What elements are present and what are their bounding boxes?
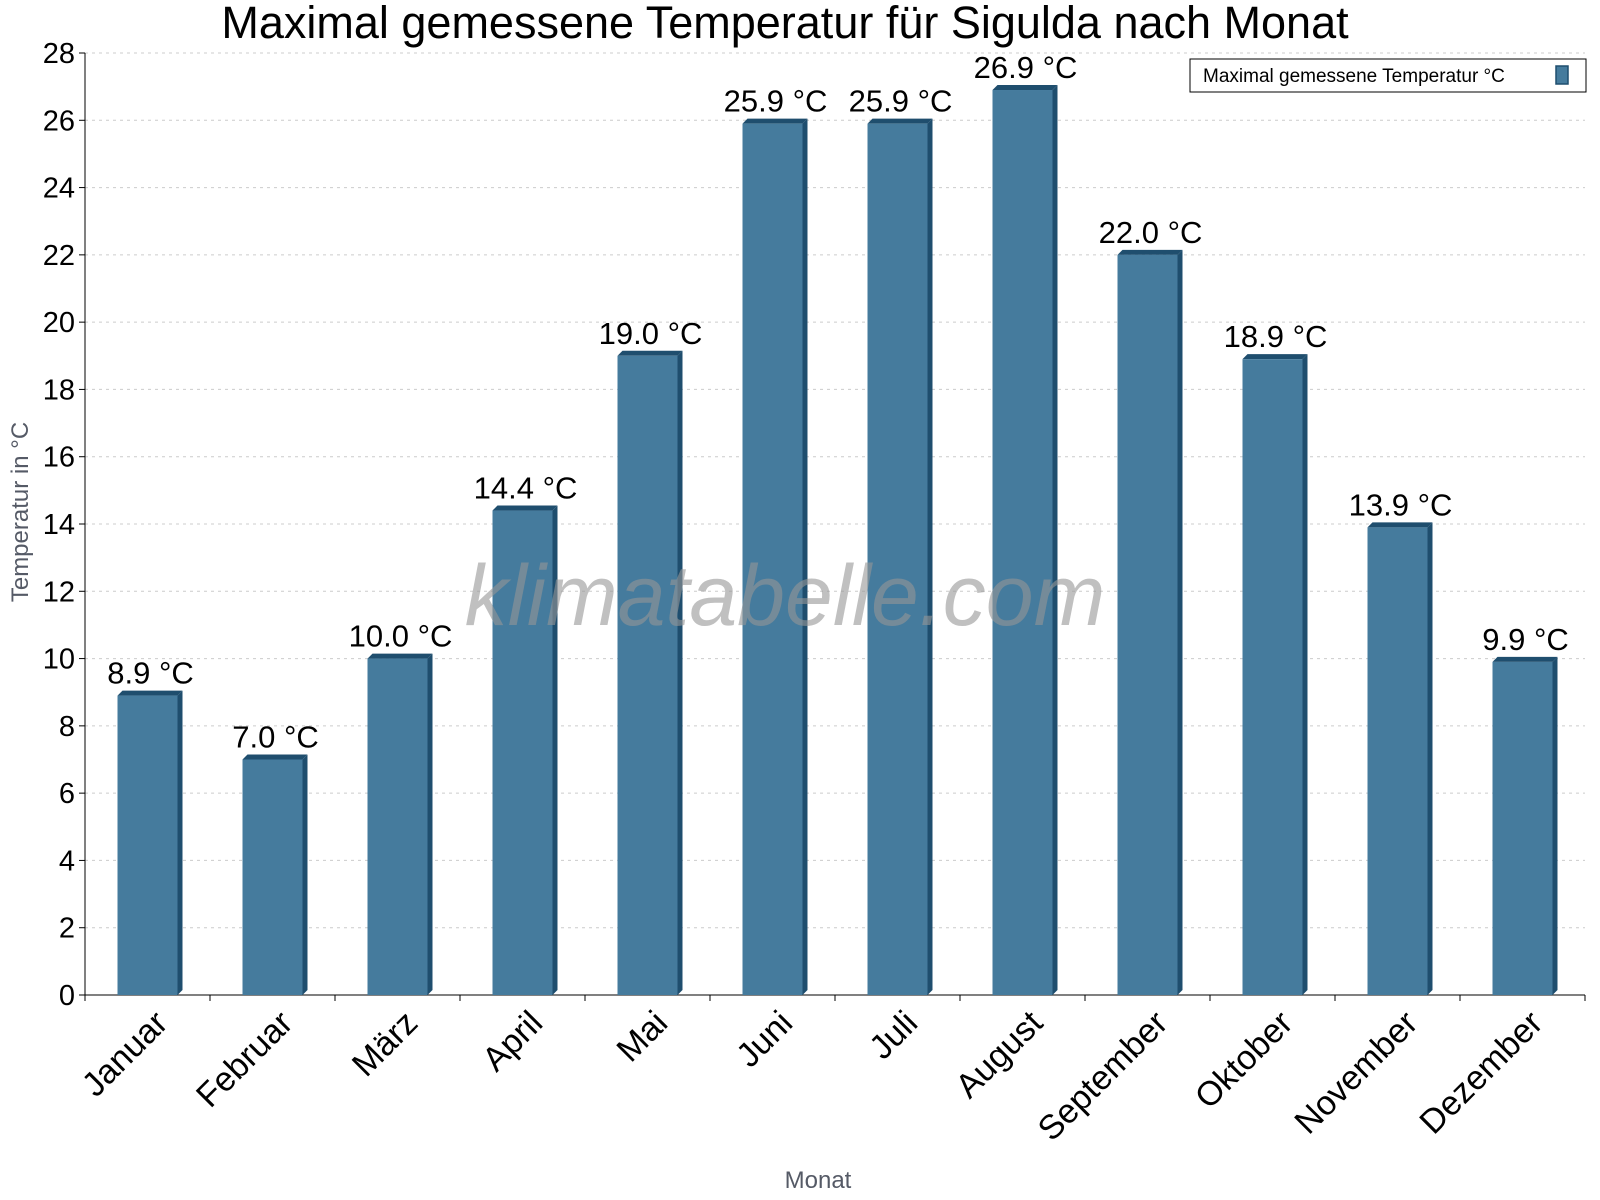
bar-side (177, 690, 183, 995)
x-axis-ticks: Januar Februar März April Mai Juni Juli AugustS… (75, 995, 1586, 1148)
bar-top (617, 350, 683, 356)
bar-side (677, 350, 683, 995)
value-label: 26.9 °C (974, 50, 1078, 85)
y-tick-label: 6 (59, 778, 75, 810)
y-tick-label: 12 (43, 576, 75, 608)
x-tick-label: Dezember (1412, 1004, 1550, 1142)
bar-top (117, 690, 183, 696)
value-labels: 8.9 °C 7.0 °C 10.0 °C 14.4 °C 19.0 °C 25.9 °C… (107, 50, 1569, 754)
y-tick-label: 4 (59, 845, 75, 877)
bar-side (1177, 249, 1183, 995)
bar (992, 90, 1053, 995)
watermark: klimatabelle.com (465, 548, 1105, 644)
x-tick-label: November (1287, 1004, 1425, 1142)
x-axis-label: Monat (785, 1167, 852, 1194)
x-tick-label: März (345, 1004, 425, 1084)
x-tick-label: August (948, 1003, 1050, 1105)
bar (242, 759, 303, 995)
bar (1367, 527, 1428, 995)
value-label: 19.0 °C (599, 316, 703, 351)
value-label: 13.9 °C (1349, 487, 1453, 522)
bars (117, 85, 1558, 995)
value-label: 14.4 °C (474, 471, 578, 506)
x-tick-label: Februar (189, 1004, 300, 1115)
bar-side (802, 118, 808, 995)
value-label: 8.9 °C (107, 656, 194, 691)
bar-top (1117, 249, 1183, 255)
bar-side (427, 653, 433, 995)
y-tick-label: 2 (59, 913, 75, 945)
bar-side (1552, 656, 1558, 995)
bar-top (742, 118, 808, 124)
y-tick-label: 10 (43, 644, 75, 676)
value-label: 25.9 °C (849, 84, 953, 119)
bar-top (492, 505, 558, 511)
bar-top (992, 85, 1058, 91)
bar-side (1052, 85, 1058, 995)
bar (367, 658, 428, 995)
legend-swatch (1555, 65, 1569, 85)
bar (867, 123, 928, 995)
bar-side (302, 754, 308, 995)
y-tick-label: 8 (59, 711, 75, 743)
y-tick-label: 14 (43, 509, 75, 541)
x-tick-label: Oktober (1188, 1004, 1300, 1116)
bar (617, 355, 678, 995)
legend-box (1189, 58, 1587, 93)
x-tick-label: Juni (729, 1004, 800, 1075)
value-label: 22.0 °C (1099, 215, 1203, 250)
bar-side (1427, 522, 1433, 995)
y-axis-label: Temperatur in °C (7, 422, 34, 602)
bar-side (1302, 354, 1308, 995)
x-tick-label: April (475, 1004, 550, 1079)
y-tick-label: 18 (43, 374, 75, 406)
y-tick-label: 22 (43, 240, 75, 272)
bar-top (1492, 656, 1558, 662)
bar (1492, 661, 1553, 995)
bar-side (552, 505, 558, 995)
x-tick-label: September (1031, 1004, 1175, 1148)
x-tick-label: Mai (610, 1004, 676, 1070)
x-tick-label: Januar (75, 1004, 175, 1104)
y-tick-label: 24 (43, 173, 75, 205)
bar (117, 695, 178, 995)
x-tick-label: Juli (862, 1004, 925, 1067)
value-label: 10.0 °C (349, 619, 453, 654)
value-label: 25.9 °C (724, 84, 828, 119)
y-tick-label: 26 (43, 105, 75, 137)
bar (1242, 359, 1303, 995)
bar-top (1367, 522, 1433, 528)
value-label: 18.9 °C (1224, 319, 1328, 354)
grid-lines (85, 52, 1585, 929)
value-label: 7.0 °C (232, 720, 319, 755)
bar-top (242, 754, 308, 760)
y-tick-label: 16 (43, 442, 75, 474)
value-label: 9.9 °C (1482, 622, 1569, 657)
y-tick-label: 20 (43, 307, 75, 339)
y-tick-label: 0 (59, 980, 75, 1012)
bar (1117, 254, 1178, 995)
chart-title: Maximal gemessene Temperatur für Sigulda… (221, 0, 1349, 48)
bar-top (1242, 354, 1308, 360)
y-tick-label: 28 (43, 38, 75, 70)
bar-top (867, 118, 933, 124)
bar-top (367, 653, 433, 659)
bar-side (927, 118, 933, 995)
legend: Maximal gemessene Temperatur °C (1189, 58, 1587, 93)
legend-label: Maximal gemessene Temperatur °C (1203, 66, 1505, 87)
bar (742, 123, 803, 995)
bar (492, 510, 553, 995)
